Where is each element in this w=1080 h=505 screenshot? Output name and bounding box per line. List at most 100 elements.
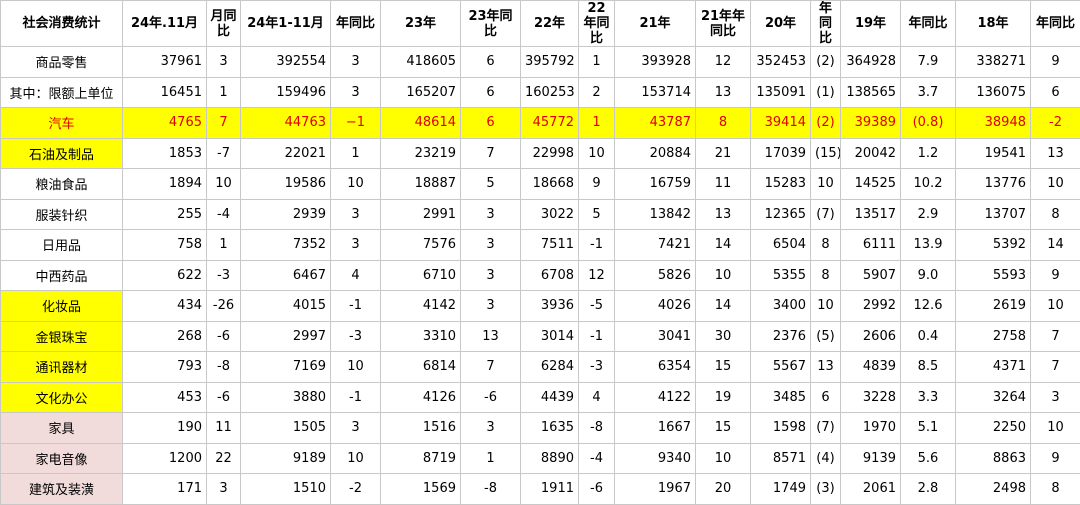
cell-text: 金银珠宝 [35, 331, 87, 346]
cell: 1967 [615, 474, 696, 505]
cell-text: 3022 [541, 207, 574, 222]
cell: 434 [123, 291, 207, 322]
cell-text: 434 [177, 298, 202, 313]
cell: -1 [331, 382, 381, 413]
cell: 165207 [381, 77, 461, 108]
cell: 10 [1031, 413, 1080, 444]
cell-text: 622 [177, 268, 202, 283]
cell-text: 165207 [406, 85, 456, 100]
cell: 9189 [241, 443, 331, 474]
cell: 5593 [956, 260, 1031, 291]
cell-text: 13 [817, 359, 834, 374]
cell: 5567 [751, 352, 811, 383]
cell: (2) [811, 47, 841, 78]
cell-text: 136075 [976, 85, 1026, 100]
cell: 4 [331, 260, 381, 291]
cell-text: 2498 [993, 481, 1026, 496]
cell-text: 1970 [863, 420, 896, 435]
cell-text: 793 [177, 359, 202, 374]
cell-text: −1 [346, 115, 365, 130]
row-label: 金银珠宝 [1, 321, 123, 352]
cell-text: -4 [217, 207, 230, 222]
cell: 5392 [956, 230, 1031, 261]
header-cell: 22年同比 [579, 1, 615, 47]
cell-text: 1 [486, 451, 494, 466]
cell: 10 [331, 169, 381, 200]
cell: 17039 [751, 138, 811, 169]
cell-text: 7 [219, 115, 227, 130]
cell: -8 [579, 413, 615, 444]
cell: 5 [579, 199, 615, 230]
cell: 1970 [841, 413, 901, 444]
cell-text: 1505 [293, 420, 326, 435]
cell-text: 18887 [415, 176, 456, 191]
cell: 2619 [956, 291, 1031, 322]
cell-text: 4 [592, 390, 600, 405]
cell-text: 15 [715, 420, 732, 435]
cell: 6354 [615, 352, 696, 383]
cell: -6 [461, 382, 521, 413]
cell: 13 [1031, 138, 1080, 169]
cell-text: 中西药品 [35, 270, 87, 285]
cell-text: 22021 [285, 146, 326, 161]
cell: -8 [207, 352, 241, 383]
cell: 1.2 [901, 138, 956, 169]
cell-text: -3 [217, 268, 230, 283]
cell-text: 1.2 [918, 146, 939, 161]
row-label: 家具 [1, 413, 123, 444]
cell: -26 [207, 291, 241, 322]
header-cell: 23年同比 [461, 1, 521, 47]
cell: 2991 [381, 199, 461, 230]
cell-text: 9340 [658, 451, 691, 466]
cell-text: -6 [217, 329, 230, 344]
cell: -3 [207, 260, 241, 291]
cell-text: 4439 [541, 390, 574, 405]
cell-text: 10 [817, 298, 834, 313]
cell-text: 13 [482, 329, 499, 344]
cell-text: 4 [351, 268, 359, 283]
cell-text: 3 [351, 207, 359, 222]
cell-text: 10 [715, 268, 732, 283]
cell: 3880 [241, 382, 331, 413]
cell: 8 [696, 108, 751, 139]
cell: 153714 [615, 77, 696, 108]
cell-text: 10 [715, 451, 732, 466]
cell: 8 [1031, 199, 1080, 230]
cell: 4 [579, 382, 615, 413]
header-cell: 年同比 [811, 1, 841, 47]
cell: 12 [696, 47, 751, 78]
cell: 3.3 [901, 382, 956, 413]
cell-text: -4 [590, 451, 603, 466]
cell: 793 [123, 352, 207, 383]
cell-text: 1569 [423, 481, 456, 496]
cell-text: 1635 [541, 420, 574, 435]
cell-text: 153714 [641, 85, 691, 100]
cell: (4) [811, 443, 841, 474]
cell-text: 13 [715, 85, 732, 100]
cell-text: 11 [215, 420, 232, 435]
cell: -3 [579, 352, 615, 383]
cell: 48614 [381, 108, 461, 139]
cell: 16451 [123, 77, 207, 108]
cell: 22 [207, 443, 241, 474]
cell: 2939 [241, 199, 331, 230]
cell-text: 1853 [169, 146, 202, 161]
cell: 6 [461, 77, 521, 108]
cell-text: 化妆品 [42, 300, 81, 315]
cell: 11 [207, 413, 241, 444]
cell: 3 [331, 77, 381, 108]
cell: 7 [1031, 352, 1080, 383]
cell: 37961 [123, 47, 207, 78]
cell: -6 [207, 382, 241, 413]
cell: -1 [331, 291, 381, 322]
cell: 10 [696, 443, 751, 474]
cell-text: -6 [217, 390, 230, 405]
cell-text: 3.7 [918, 85, 939, 100]
cell: 18887 [381, 169, 461, 200]
cell-text: 3 [486, 268, 494, 283]
cell-text: (2) [816, 115, 834, 130]
cell: (7) [811, 413, 841, 444]
